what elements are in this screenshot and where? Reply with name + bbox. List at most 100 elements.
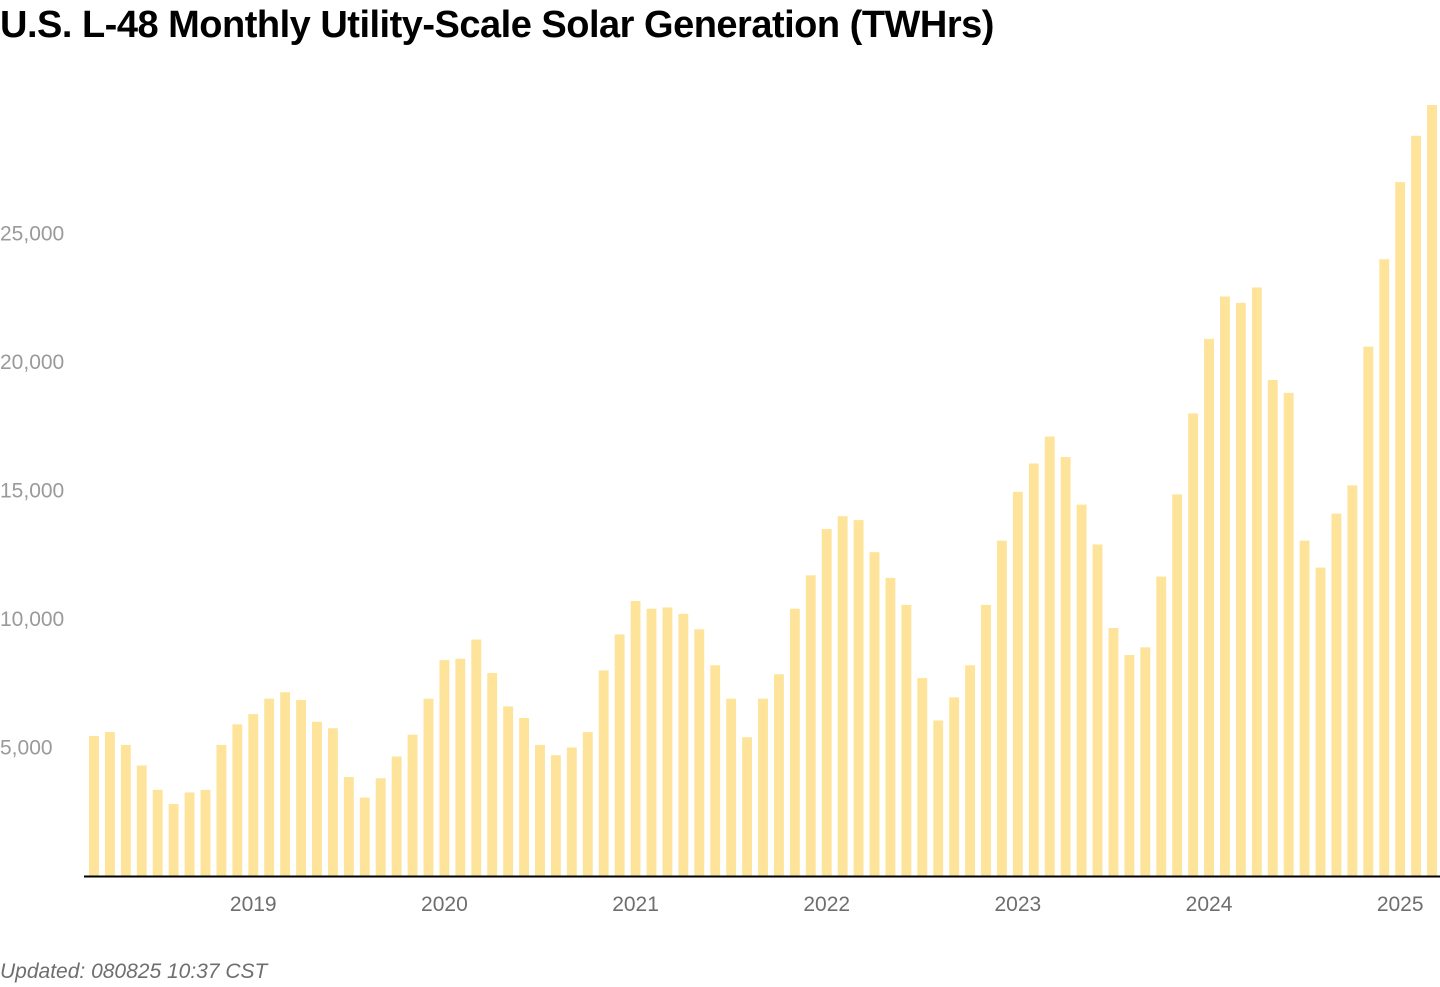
- bar: [1076, 504, 1087, 876]
- bar: [200, 789, 211, 876]
- x-axis-ticks: 2019 2020 2021 2022 2023 2024 2025: [230, 893, 1424, 916]
- bar: [598, 670, 609, 876]
- bar: [1363, 346, 1374, 877]
- bar: [550, 755, 561, 876]
- bar: [1028, 463, 1039, 876]
- bar: [965, 665, 976, 876]
- bar: [614, 634, 625, 876]
- bar: [89, 735, 99, 876]
- bar: [1267, 379, 1278, 876]
- bar: [837, 516, 848, 876]
- bar: [949, 697, 960, 876]
- bar: [1012, 491, 1023, 876]
- x-tick-label: 2022: [803, 893, 850, 916]
- bar: [981, 604, 991, 876]
- bar: [773, 674, 784, 876]
- bar: [391, 756, 402, 877]
- bar: [1379, 259, 1390, 876]
- bar: [821, 529, 832, 876]
- bar: [120, 744, 131, 876]
- bar: [359, 797, 370, 877]
- bar: [296, 699, 306, 876]
- bar: [933, 720, 944, 876]
- bar: [678, 613, 689, 876]
- bar: [1044, 436, 1055, 876]
- y-tick-label: 10,000: [0, 608, 64, 631]
- x-tick-label: 2025: [1377, 893, 1424, 916]
- bar: [519, 717, 529, 876]
- bar: [869, 552, 880, 876]
- bar: [184, 792, 195, 877]
- bar: [312, 721, 322, 876]
- x-tick-label: 2023: [995, 893, 1042, 916]
- bar: [152, 789, 163, 876]
- bar: [582, 732, 593, 876]
- bars: [89, 105, 1437, 877]
- bar: [726, 698, 737, 876]
- bar: [710, 665, 721, 876]
- bar: [455, 658, 466, 876]
- bar: [407, 734, 418, 876]
- bar: [1315, 567, 1326, 876]
- x-tick-label: 2021: [612, 893, 659, 916]
- y-tick-label: 25,000: [0, 223, 64, 246]
- bar: [1188, 413, 1199, 876]
- bar: [853, 520, 864, 876]
- bar: [1347, 485, 1358, 876]
- bar: [694, 629, 705, 876]
- x-tick-label: 2019: [230, 893, 277, 916]
- bar: [1235, 302, 1246, 876]
- bar: [535, 744, 545, 876]
- bar: [742, 737, 753, 876]
- bar: [1220, 296, 1230, 877]
- bar: [1124, 654, 1135, 876]
- bar: [280, 692, 291, 876]
- bar: [487, 672, 498, 876]
- bar: [566, 747, 577, 876]
- bar: [343, 777, 354, 876]
- bar: [503, 706, 514, 876]
- bar: [471, 639, 482, 876]
- bar: [1283, 392, 1294, 876]
- bar: [104, 732, 115, 876]
- y-tick-label: 5,000: [0, 737, 53, 760]
- chart-title: U.S. L-48 Monthly Utility-Scale Solar Ge…: [0, 4, 994, 46]
- bar: [136, 765, 147, 876]
- y-axis-ticks: 5,000 10,000 15,000 20,000 25,000: [0, 223, 64, 760]
- bar: [216, 744, 227, 876]
- x-tick-label: 2020: [421, 893, 468, 916]
- bar: [375, 778, 386, 876]
- bar: [1204, 338, 1214, 876]
- bar: [1395, 182, 1406, 877]
- bar: [917, 678, 928, 876]
- bar: [646, 608, 657, 876]
- bar: [1092, 544, 1103, 876]
- y-tick-label: 15,000: [0, 480, 64, 503]
- bar: [662, 607, 673, 876]
- x-tick-label: 2024: [1186, 893, 1233, 916]
- bar: [1140, 647, 1151, 876]
- bar: [1172, 494, 1183, 876]
- bar: [1251, 287, 1262, 877]
- bar: [805, 575, 816, 876]
- y-tick-label: 20,000: [0, 351, 64, 374]
- bar: [232, 724, 243, 876]
- bar: [789, 608, 800, 876]
- bar: [1108, 628, 1119, 876]
- bar: [1299, 540, 1310, 876]
- bar: [168, 804, 179, 876]
- updated-timestamp: Updated: 080825 10:37 CST: [0, 960, 268, 983]
- bar: [758, 698, 768, 876]
- bar: [885, 577, 896, 876]
- bar: [1060, 457, 1071, 876]
- bar: [1331, 513, 1342, 876]
- bar: [1156, 576, 1167, 876]
- bar: [630, 601, 641, 876]
- bar: [423, 698, 434, 876]
- bar: [901, 604, 912, 876]
- bar: [327, 728, 338, 877]
- bar: [439, 660, 450, 876]
- bar: [264, 698, 275, 876]
- bar: [1411, 135, 1422, 877]
